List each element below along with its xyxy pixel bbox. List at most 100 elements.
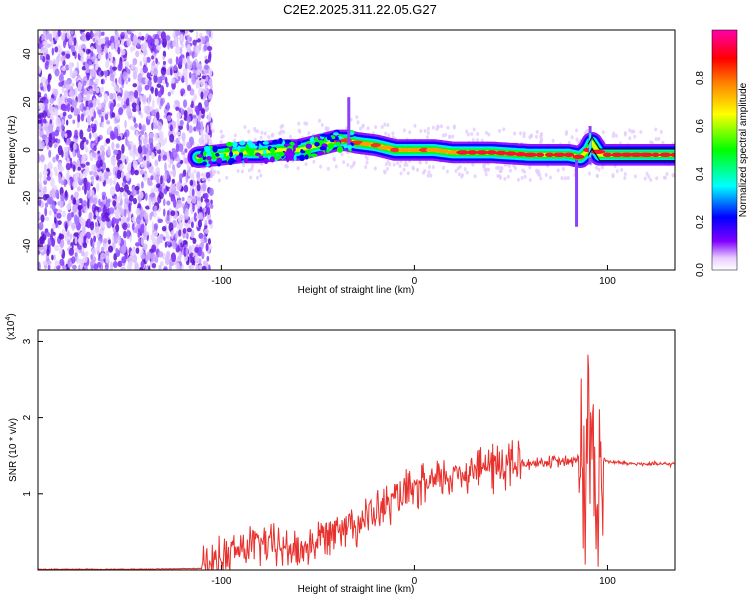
noise-cell bbox=[96, 182, 100, 192]
noise-cell bbox=[109, 73, 114, 82]
halo-cell bbox=[471, 162, 475, 167]
noise-cell bbox=[111, 217, 117, 225]
halo-cell bbox=[570, 135, 574, 140]
halo-cell bbox=[233, 133, 237, 138]
noise-cell bbox=[68, 129, 72, 139]
noise-cell bbox=[115, 223, 120, 233]
noise-cell bbox=[52, 156, 56, 163]
noise-cell bbox=[100, 102, 106, 112]
spectrogram-ytick-label: -40 bbox=[22, 238, 33, 253]
noise-cell bbox=[183, 157, 188, 164]
noise-cell bbox=[117, 135, 122, 141]
halo-cell bbox=[661, 140, 665, 145]
noise-cell bbox=[98, 201, 104, 206]
noise-cell bbox=[120, 266, 126, 270]
ridge-blob bbox=[202, 161, 208, 166]
halo-cell bbox=[539, 139, 543, 144]
ridge-peak-cell bbox=[590, 149, 606, 154]
noise-cell bbox=[201, 251, 205, 260]
halo-cell bbox=[601, 130, 605, 135]
noise-cell bbox=[96, 216, 102, 222]
noise-cell bbox=[181, 132, 186, 142]
noise-cell bbox=[63, 146, 69, 153]
noise-cell bbox=[54, 108, 59, 118]
noise-cell bbox=[56, 138, 61, 144]
ridge-blob bbox=[208, 160, 213, 165]
noise-cell bbox=[178, 250, 182, 260]
noise-cell bbox=[164, 256, 170, 266]
halo-cell bbox=[197, 177, 201, 182]
noise-cell bbox=[160, 139, 166, 147]
noise-cell bbox=[192, 237, 197, 244]
noise-cell bbox=[158, 264, 162, 270]
noise-cell bbox=[101, 172, 105, 183]
noise-cell bbox=[74, 216, 80, 226]
halo-cell bbox=[588, 171, 592, 176]
noise-cell bbox=[186, 84, 192, 92]
noise-cell bbox=[144, 132, 148, 143]
noise-cell bbox=[103, 45, 108, 54]
halo-cell bbox=[349, 117, 353, 122]
halo-cell bbox=[281, 123, 285, 128]
noise-cell bbox=[176, 199, 183, 208]
halo-cell bbox=[297, 121, 301, 126]
noise-cell bbox=[62, 104, 68, 112]
noise-cell bbox=[81, 185, 85, 191]
noise-cell bbox=[164, 76, 168, 85]
noise-cell bbox=[186, 161, 190, 172]
noise-cell bbox=[173, 64, 178, 71]
noise-cell bbox=[115, 143, 120, 149]
halo-cell bbox=[444, 132, 448, 137]
noise-cell bbox=[80, 54, 85, 64]
noise-cell bbox=[150, 87, 154, 94]
noise-cell bbox=[47, 75, 51, 84]
noise-cell bbox=[140, 236, 145, 246]
halo-cell bbox=[565, 130, 569, 135]
halo-cell bbox=[465, 129, 469, 134]
noise-cell bbox=[38, 65, 42, 75]
ridge-blob bbox=[301, 150, 306, 154]
noise-cell bbox=[168, 170, 173, 176]
noise-cell bbox=[197, 79, 200, 89]
noise-cell bbox=[80, 30, 86, 33]
noise-cell bbox=[96, 99, 100, 106]
noise-cell bbox=[188, 125, 193, 134]
noise-cell bbox=[190, 221, 194, 229]
noise-cell bbox=[116, 103, 121, 108]
ridge-peak-cell bbox=[447, 150, 459, 155]
halo-cell bbox=[334, 164, 338, 169]
noise-cell bbox=[38, 51, 43, 56]
noise-cell bbox=[83, 141, 87, 149]
noise-cell bbox=[54, 244, 60, 252]
noise-cell bbox=[208, 219, 212, 225]
noise-cell bbox=[66, 30, 70, 39]
noise-cell bbox=[126, 216, 130, 222]
noise-cell bbox=[196, 107, 200, 116]
snr-xtick-label: -100 bbox=[211, 576, 231, 587]
ridge-peak-cell bbox=[475, 150, 488, 155]
noise-cell bbox=[198, 264, 203, 270]
noise-cell bbox=[56, 212, 62, 219]
noise-cell bbox=[101, 31, 105, 36]
noise-cell bbox=[125, 79, 129, 85]
noise-cell bbox=[91, 247, 97, 256]
noise-cell bbox=[191, 188, 195, 197]
halo-cell bbox=[633, 174, 637, 179]
halo-cell bbox=[487, 132, 491, 137]
ridge-blob bbox=[269, 156, 275, 163]
halo-cell bbox=[530, 133, 534, 138]
noise-cell bbox=[171, 196, 176, 202]
noise-cell bbox=[190, 230, 195, 238]
noise-cell bbox=[108, 207, 115, 214]
halo-cell bbox=[466, 132, 470, 137]
noise-cell bbox=[198, 42, 202, 51]
noise-cell bbox=[53, 143, 57, 149]
ridge-peak-cell bbox=[651, 152, 660, 157]
noise-cell bbox=[47, 264, 51, 270]
noise-cell bbox=[92, 132, 98, 139]
halo-cell bbox=[548, 175, 552, 180]
noise-cell bbox=[85, 181, 91, 191]
noise-cell bbox=[90, 195, 94, 202]
noise-cell bbox=[162, 38, 167, 48]
noise-cell bbox=[123, 191, 127, 198]
